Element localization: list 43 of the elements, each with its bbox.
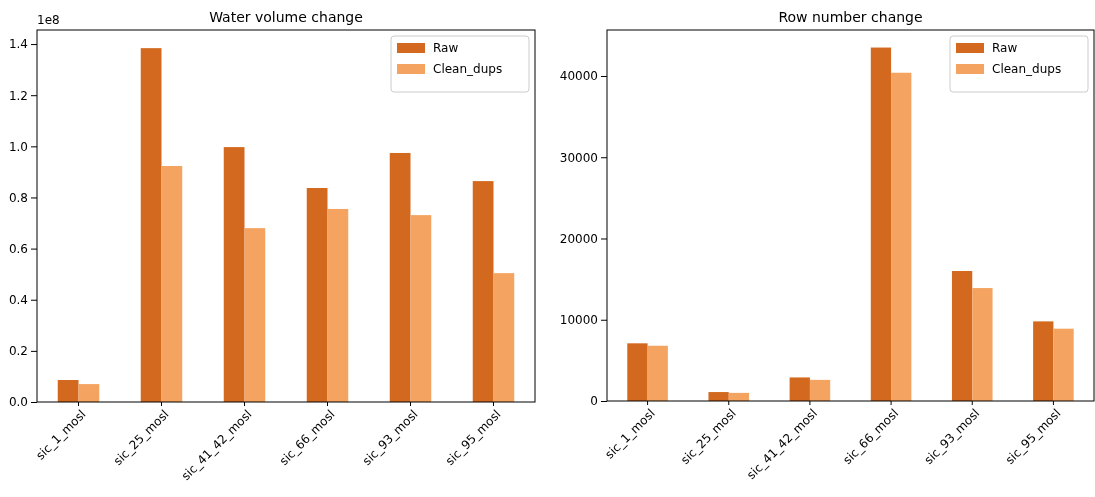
bar [1053, 328, 1074, 401]
y-tick-label: 0.2 [8, 344, 28, 359]
bar [972, 288, 993, 401]
legend-label: Clean_dups [992, 62, 1062, 76]
bar [472, 181, 494, 402]
legend-label: Clean_dups [433, 62, 503, 76]
bar [140, 48, 162, 402]
bar [389, 152, 411, 402]
legend-label: Raw [433, 41, 459, 55]
y-tick-label: 1.4 [8, 37, 28, 52]
y-tick-label: 40000 [559, 69, 598, 84]
bar [647, 345, 668, 401]
bar [223, 147, 245, 402]
bar [627, 343, 648, 401]
bar [809, 379, 831, 401]
bar [789, 377, 810, 401]
y-tick-label: 1.2 [8, 88, 28, 103]
bar [493, 273, 515, 402]
legend-label: Raw [992, 41, 1018, 55]
bar [951, 271, 973, 401]
bar [1033, 321, 1054, 401]
y-tick-label: 1.0 [8, 139, 28, 154]
bar [78, 384, 100, 402]
chart-title: Row number change [778, 9, 923, 25]
y-tick-label: 0.4 [8, 293, 28, 308]
y-tick-label: 30000 [559, 150, 598, 165]
text: 1e8 [37, 13, 60, 27]
y-tick-label: 10000 [559, 313, 598, 328]
y-tick-label: 0.6 [8, 241, 28, 256]
chart-title: Water volume change [209, 9, 363, 25]
y-tick-label: 0.8 [8, 190, 28, 205]
bar [891, 72, 912, 401]
bar [161, 166, 183, 402]
bar [306, 188, 328, 402]
bar [244, 228, 266, 402]
bar [410, 215, 432, 402]
bar [327, 208, 349, 402]
bar [57, 380, 79, 402]
y-tick-label: 20000 [559, 231, 598, 246]
bar [870, 47, 892, 401]
y-tick-label: 0 [590, 394, 598, 409]
y-tick-label: 0.0 [8, 395, 28, 410]
bar [708, 392, 729, 401]
